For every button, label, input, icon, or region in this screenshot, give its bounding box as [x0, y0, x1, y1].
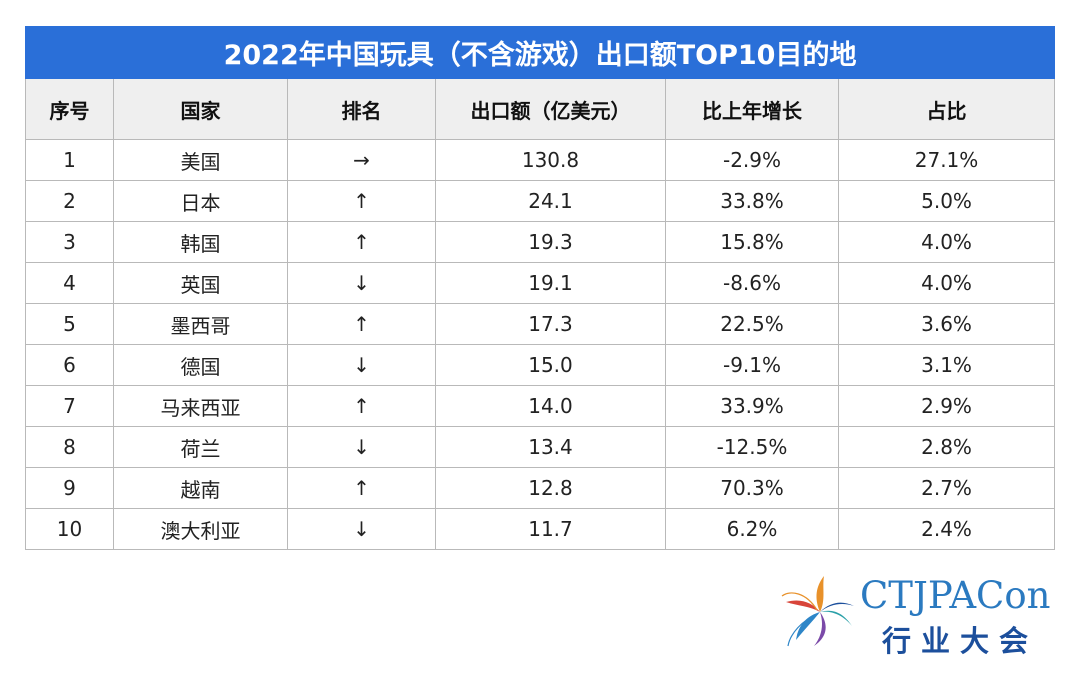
cell-country: 荷兰: [113, 426, 288, 468]
table-row: 9 越南 ↑ 12.8 70.3% 2.7%: [25, 467, 1056, 509]
cell-share: 27.1%: [837, 139, 1056, 181]
cell-rank-change: ↑: [287, 303, 436, 345]
export-table-container: 2022年中国玩具（不含游戏）出口额TOP10目的地 序号 国家 排名 出口额（…: [24, 26, 1056, 550]
logo-english-text: CTJPACon: [860, 574, 1051, 617]
cell-rank-change: ↑: [287, 180, 436, 222]
cell-index: 5: [25, 303, 114, 345]
cell-share: 5.0%: [837, 180, 1056, 222]
cell-rank-change: ↑: [287, 221, 436, 263]
cell-index: 4: [25, 262, 114, 304]
cell-yoy-growth: 15.8%: [665, 221, 839, 263]
table-row: 7 马来西亚 ↑ 14.0 33.9% 2.9%: [25, 385, 1056, 427]
cell-country: 美国: [113, 139, 288, 181]
cell-country: 英国: [113, 262, 288, 304]
table-title: 2022年中国玩具（不含游戏）出口额TOP10目的地: [24, 26, 1056, 79]
cell-export-value: 15.0: [435, 344, 666, 386]
cell-yoy-growth: 70.3%: [665, 467, 839, 509]
cell-index: 9: [25, 467, 114, 509]
cell-export-value: 130.8: [435, 139, 666, 181]
cell-yoy-growth: 33.9%: [665, 385, 839, 427]
ctjpacon-logo-mark: [781, 576, 854, 647]
cell-rank-change: ↑: [287, 467, 436, 509]
cell-index: 8: [25, 426, 114, 468]
table-header-row: 序号 国家 排名 出口额（亿美元） 比上年增长 占比: [25, 78, 1056, 140]
cell-yoy-growth: -9.1%: [665, 344, 839, 386]
cell-country: 越南: [113, 467, 288, 509]
cell-share: 2.9%: [837, 385, 1056, 427]
cell-index: 1: [25, 139, 114, 181]
table-row: 10 澳大利亚 ↓ 11.7 6.2% 2.4%: [25, 508, 1056, 550]
cell-rank-change: ↓: [287, 508, 436, 550]
header-country: 国家: [113, 78, 288, 140]
cell-export-value: 19.3: [435, 221, 666, 263]
cell-index: 3: [25, 221, 114, 263]
cell-export-value: 17.3: [435, 303, 666, 345]
cell-yoy-growth: -2.9%: [665, 139, 839, 181]
cell-export-value: 11.7: [435, 508, 666, 550]
cell-share: 3.6%: [837, 303, 1056, 345]
header-export-value: 出口额（亿美元）: [435, 78, 666, 140]
table-row: 5 墨西哥 ↑ 17.3 22.5% 3.6%: [25, 303, 1056, 345]
logo-chinese-text: 行业大会: [882, 624, 1039, 658]
cell-rank-change: →: [287, 139, 436, 181]
cell-country: 韩国: [113, 221, 288, 263]
cell-share: 3.1%: [837, 344, 1056, 386]
cell-rank-change: ↑: [287, 385, 436, 427]
cell-country: 日本: [113, 180, 288, 222]
cell-export-value: 19.1: [435, 262, 666, 304]
table-row: 8 荷兰 ↓ 13.4 -12.5% 2.8%: [25, 426, 1056, 468]
cell-yoy-growth: -8.6%: [665, 262, 839, 304]
table-row: 2 日本 ↑ 24.1 33.8% 5.0%: [25, 180, 1056, 222]
cell-yoy-growth: 33.8%: [665, 180, 839, 222]
cell-yoy-growth: 6.2%: [665, 508, 839, 550]
cell-export-value: 24.1: [435, 180, 666, 222]
cell-yoy-growth: -12.5%: [665, 426, 839, 468]
table-row: 6 德国 ↓ 15.0 -9.1% 3.1%: [25, 344, 1056, 386]
ctjpacon-logo: CTJPACon 行业大会: [778, 574, 1051, 658]
cell-share: 4.0%: [837, 221, 1056, 263]
cell-export-value: 14.0: [435, 385, 666, 427]
header-yoy-growth: 比上年增长: [665, 78, 839, 140]
cell-index: 6: [25, 344, 114, 386]
cell-country: 马来西亚: [113, 385, 288, 427]
cell-index: 7: [25, 385, 114, 427]
cell-country: 德国: [113, 344, 288, 386]
cell-export-value: 13.4: [435, 426, 666, 468]
cell-index: 10: [25, 508, 114, 550]
cell-export-value: 12.8: [435, 467, 666, 509]
cell-rank-change: ↓: [287, 344, 436, 386]
export-table: 2022年中国玩具（不含游戏）出口额TOP10目的地 序号 国家 排名 出口额（…: [24, 26, 1056, 550]
cell-country: 澳大利亚: [113, 508, 288, 550]
table-row: 1 美国 → 130.8 -2.9% 27.1%: [25, 139, 1056, 181]
table-title-row: 2022年中国玩具（不含游戏）出口额TOP10目的地: [24, 26, 1056, 79]
cell-share: 4.0%: [837, 262, 1056, 304]
table-row: 4 英国 ↓ 19.1 -8.6% 4.0%: [25, 262, 1056, 304]
cell-rank-change: ↓: [287, 426, 436, 468]
header-share: 占比: [837, 78, 1056, 140]
header-rank-change: 排名: [287, 78, 436, 140]
header-index: 序号: [25, 78, 114, 140]
table-row: 3 韩国 ↑ 19.3 15.8% 4.0%: [25, 221, 1056, 263]
cell-country: 墨西哥: [113, 303, 288, 345]
cell-index: 2: [25, 180, 114, 222]
cell-share: 2.7%: [837, 467, 1056, 509]
cell-yoy-growth: 22.5%: [665, 303, 839, 345]
cell-share: 2.8%: [837, 426, 1056, 468]
cell-rank-change: ↓: [287, 262, 436, 304]
cell-share: 2.4%: [837, 508, 1056, 550]
